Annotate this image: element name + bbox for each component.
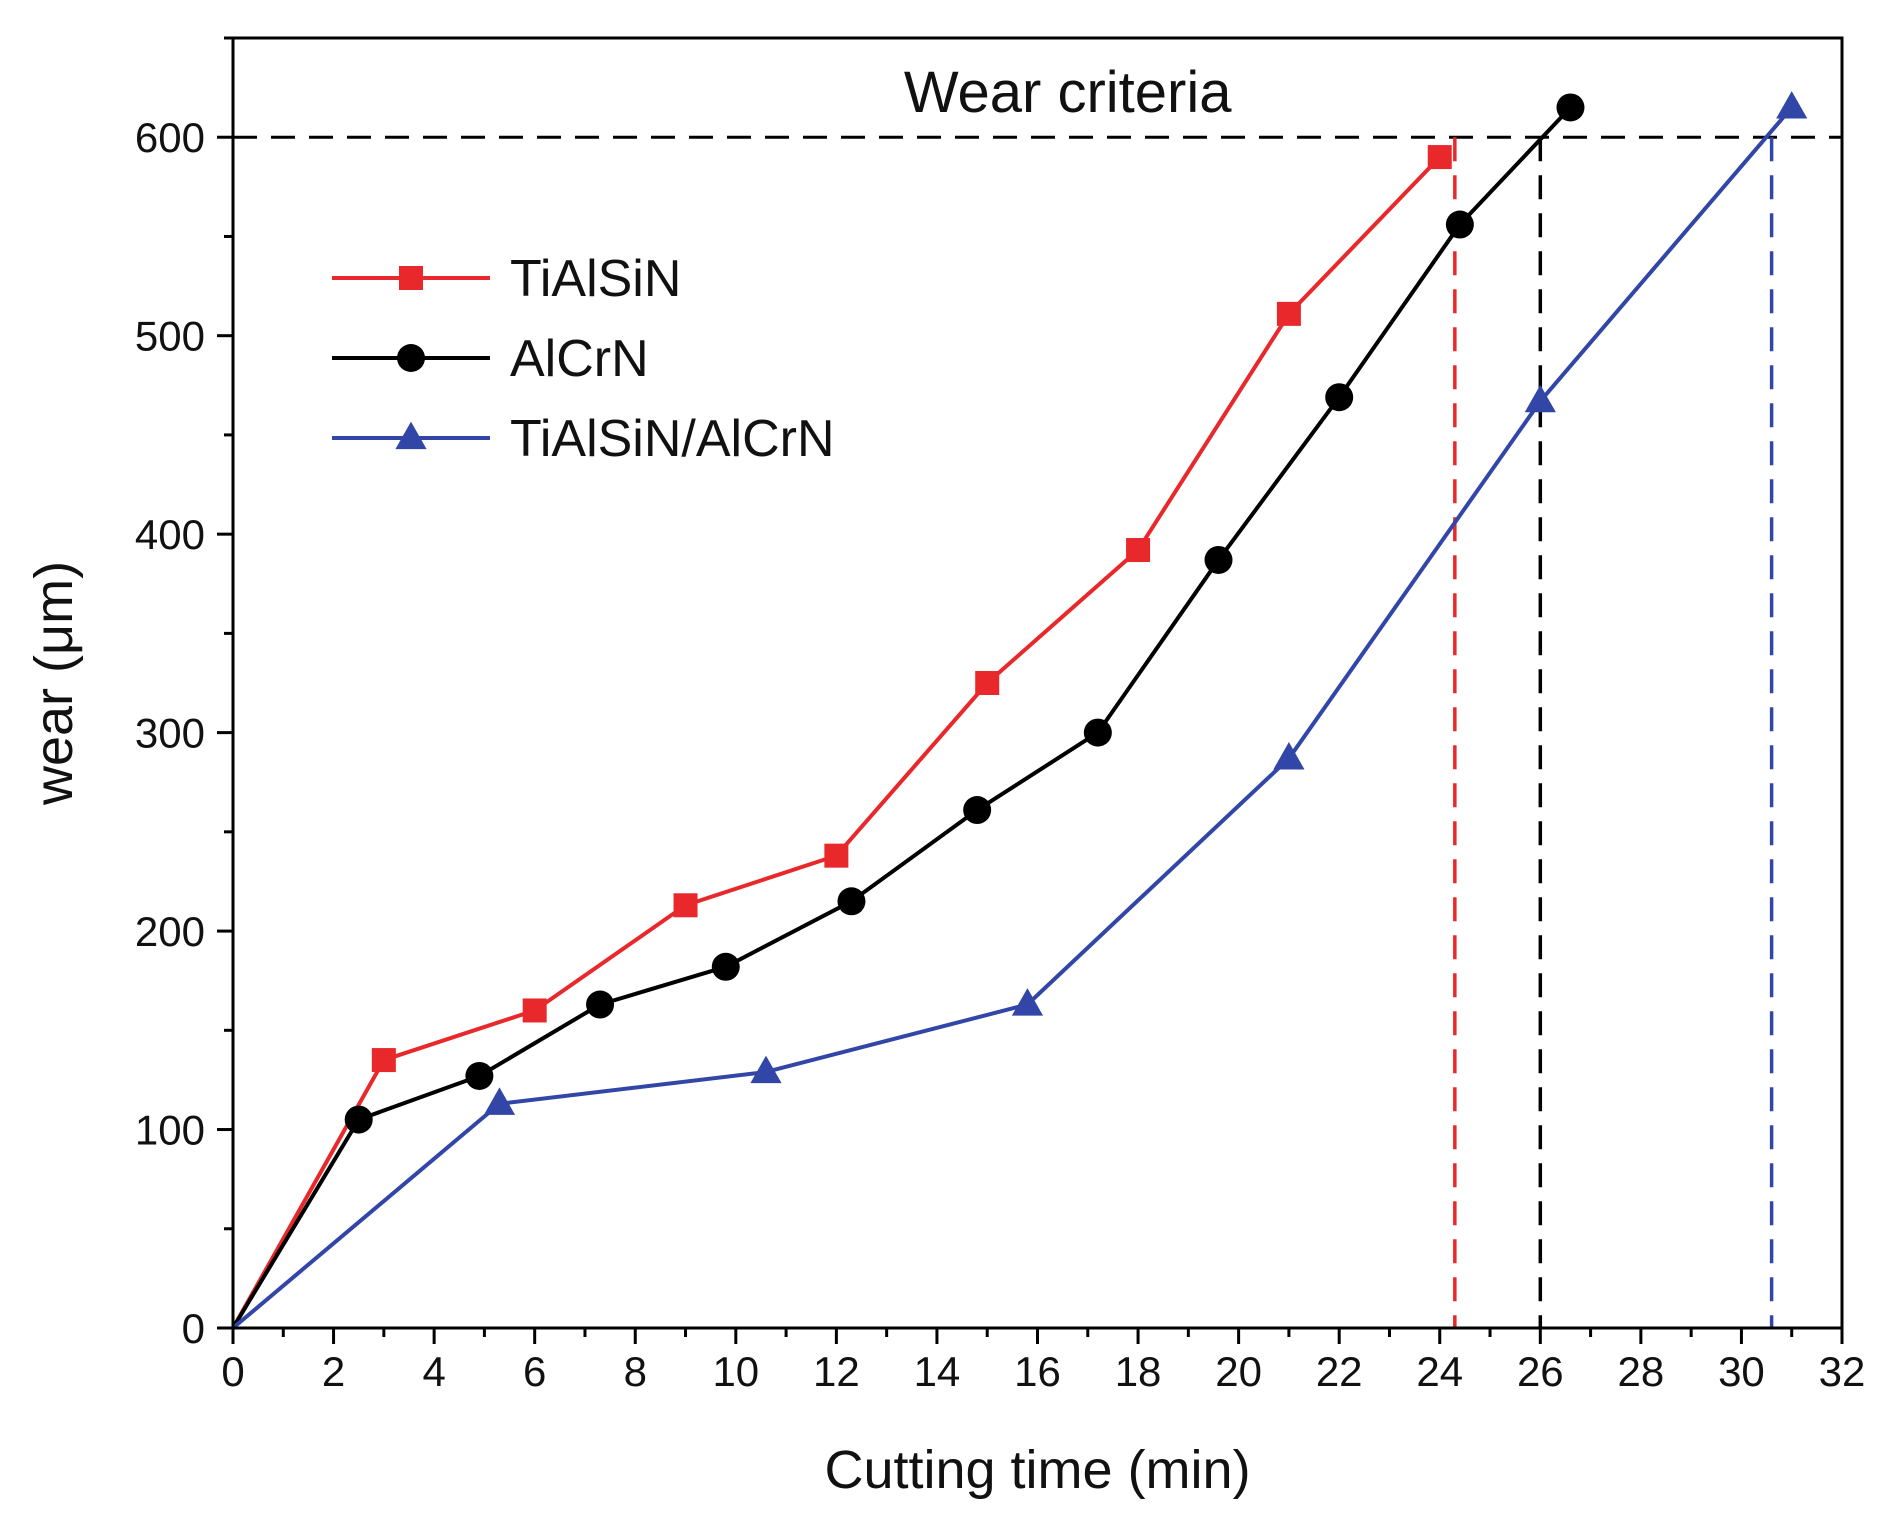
data-point-tialsin (975, 671, 1000, 695)
axes (231, 36, 1844, 1330)
legend-label-alcrn: AlCrN (510, 330, 649, 388)
data-point-alcrn (465, 1061, 494, 1090)
data-point-tialsin-alcrn (1273, 742, 1305, 770)
legend-label-tialsin-alcrn: TiAlSiN/AlCrN (510, 410, 835, 468)
x-tick-label: 4 (422, 1348, 445, 1395)
criteria-lines (233, 135, 1842, 1328)
data-point-alcrn (344, 1105, 373, 1134)
data-point-alcrn (586, 990, 615, 1019)
x-axis-title: Cutting time (min) (824, 1440, 1250, 1500)
data-point-tialsin-alcrn (483, 1087, 516, 1115)
data-point-alcrn (1325, 383, 1354, 412)
data-point-alcrn (711, 952, 740, 981)
y-axis-title: wear (μm) (24, 561, 84, 806)
x-tick-label: 22 (1316, 1348, 1363, 1395)
data-point-alcrn (1445, 210, 1474, 239)
y-tick-label: 200 (135, 908, 205, 955)
data-point-alcrn (963, 796, 992, 825)
x-tick-label: 16 (1014, 1348, 1061, 1395)
series-line-alcrn (231, 106, 1572, 1330)
data-point-tialsin-alcrn (1776, 91, 1808, 119)
x-tick-label: 30 (1718, 1348, 1765, 1395)
x-tick-label: 12 (813, 1348, 860, 1395)
plot-frame (231, 36, 1844, 1330)
data-point-tialsin-alcrn (1524, 384, 1556, 413)
data-point-tialsin (1126, 538, 1151, 563)
data-point-tialsin-alcrn (750, 1055, 782, 1084)
series-line-tialsin-alcrn (231, 106, 1794, 1330)
ticks: 0 2 4 6 8 10 12 14 16 18 20 22 24 26 28 30 3201002003004… (135, 36, 1866, 1395)
wear-criteria-label: Wear criteria (904, 60, 1232, 125)
x-tick-label: 20 (1215, 1348, 1262, 1395)
y-tick-label: 500 (135, 313, 205, 360)
x-tick-label: 32 (1819, 1348, 1866, 1395)
y-tick-label: 0 (182, 1305, 205, 1352)
x-tick-label: 0 (221, 1348, 244, 1395)
series-tialsin (231, 145, 1452, 1329)
data-point-tialsin (1427, 145, 1452, 170)
data-point-tialsin (673, 893, 698, 918)
x-tick-label: 18 (1115, 1348, 1162, 1395)
legend-label-tialsin: TiAlSiN (510, 250, 681, 308)
x-tick-label: 6 (523, 1348, 546, 1395)
y-tick-label: 600 (135, 114, 205, 161)
x-tick-label: 10 (712, 1348, 759, 1395)
data-point-tialsin-alcrn (1011, 988, 1044, 1016)
y-tick-label: 100 (135, 1107, 205, 1154)
data-point-tialsin (1276, 301, 1301, 326)
data-point-alcrn (1556, 93, 1585, 122)
data-point-tialsin (824, 843, 849, 868)
series-layer (231, 91, 1808, 1330)
legend-marker-tialsin-alcrn (395, 421, 427, 450)
data-point-alcrn (837, 887, 866, 916)
x-tick-label: 8 (624, 1348, 647, 1395)
series-alcrn (231, 93, 1585, 1330)
data-point-tialsin (522, 998, 547, 1023)
legend: TiAlSiN AlCrN TiAlSiN/AlCrN (332, 250, 835, 468)
y-tick-label: 400 (135, 511, 205, 558)
data-point-alcrn (1204, 545, 1233, 574)
data-point-alcrn (1083, 718, 1112, 747)
x-tick-label: 2 (322, 1348, 345, 1395)
series-tialsin-alcrn (231, 91, 1808, 1330)
x-tick-label: 26 (1517, 1348, 1564, 1395)
x-tick-label: 24 (1416, 1348, 1463, 1395)
data-point-tialsin (371, 1048, 396, 1073)
x-tick-label: 28 (1618, 1348, 1665, 1395)
legend-marker-alcrn (397, 344, 425, 372)
legend-marker-tialsin (399, 266, 423, 290)
y-tick-label: 300 (135, 710, 205, 757)
series-line-tialsin (231, 155, 1442, 1329)
x-tick-label: 14 (914, 1348, 961, 1395)
